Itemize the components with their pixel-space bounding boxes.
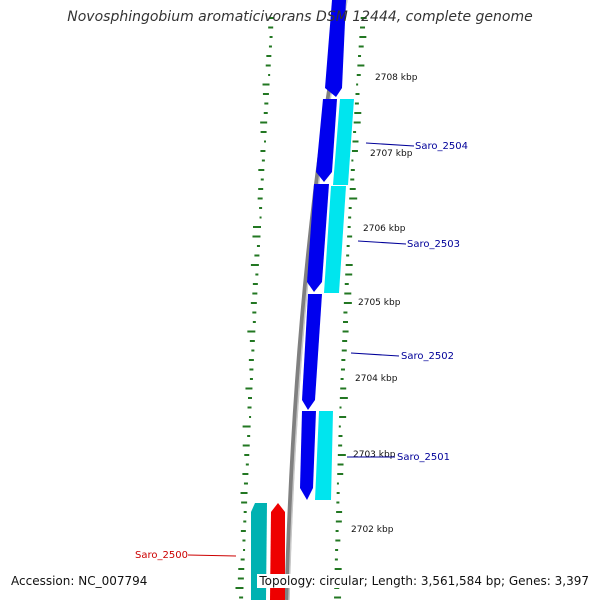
leader-line xyxy=(350,352,400,357)
reverse-genes xyxy=(315,99,354,500)
gene-reverse-1[interactable] xyxy=(333,99,354,185)
topology-label: Topology: circular; Length: 3,561,584 bp… xyxy=(257,574,591,588)
gene-label-saro-2503[interactable]: Saro_2503 xyxy=(407,239,460,250)
gene-forward-4[interactable] xyxy=(302,294,322,410)
tick-label: 2706 kbp xyxy=(363,224,406,234)
leader-line xyxy=(357,240,407,245)
tick-labels: 2708 kbp 2707 kbp 2706 kbp 2705 kbp 2704… xyxy=(351,73,418,535)
gc-content-track-left xyxy=(235,17,274,599)
gene-label-saro-2501[interactable]: Saro_2501 xyxy=(397,452,450,463)
gene-forward-2[interactable] xyxy=(316,99,337,182)
tick-label: 2705 kbp xyxy=(358,298,401,308)
tick-label: 2708 kbp xyxy=(375,73,418,83)
gene-label-saro-2504[interactable]: Saro_2504 xyxy=(415,141,468,152)
map-title: Novosphingobium aromaticivorans DSM 1244… xyxy=(67,9,533,25)
gene-forward-3[interactable] xyxy=(307,184,329,292)
gene-labels: Saro_2504 Saro_2503 Saro_2502 Saro_2501 … xyxy=(135,141,468,561)
gene-forward-5[interactable] xyxy=(300,411,316,500)
leader-line xyxy=(365,142,415,147)
gene-label-saro-2502[interactable]: Saro_2502 xyxy=(401,351,454,362)
leader-line xyxy=(187,554,237,557)
gene-forward-1[interactable] xyxy=(325,0,346,97)
forward-genes xyxy=(300,0,346,500)
tick-label: 2704 kbp xyxy=(355,374,398,384)
gene-reverse-2[interactable] xyxy=(324,186,346,293)
tick-label: 2702 kbp xyxy=(351,525,394,535)
gene-label-saro-2500[interactable]: Saro_2500 xyxy=(135,550,188,561)
gene-reverse-3[interactable] xyxy=(315,411,333,500)
tick-label: 2707 kbp xyxy=(370,149,413,159)
accession-label: Accession: NC_007794 xyxy=(9,574,150,588)
tick-label: 2703 kbp xyxy=(353,450,396,460)
